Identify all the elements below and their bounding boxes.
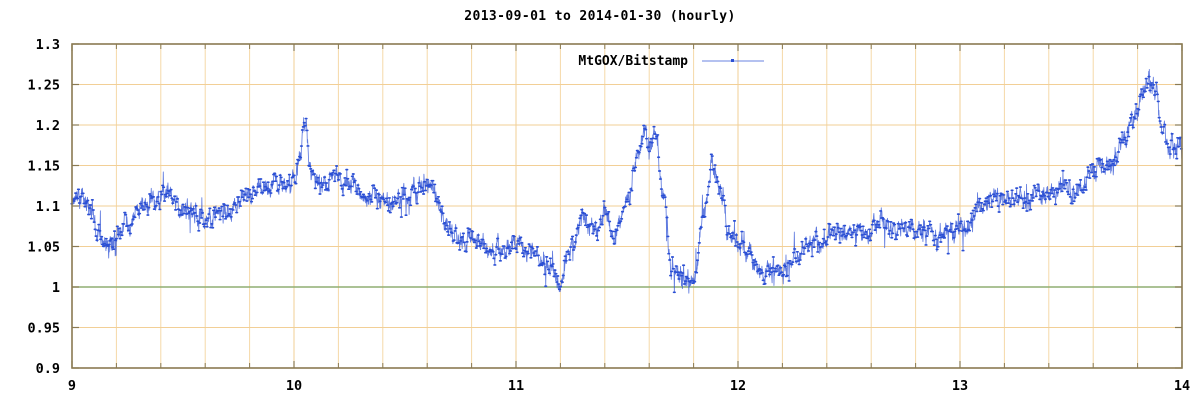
y-axis-tick-label: 1.05 xyxy=(27,240,60,256)
legend-label: MtGOX/Bitstamp xyxy=(578,54,688,69)
x-axis-tick-label: 12 xyxy=(730,378,746,394)
legend-point-sample xyxy=(731,59,734,62)
y-axis-tick-label: 1 xyxy=(52,280,60,296)
y-axis-labels: 0.9 0.95 1 1.05 1.1 1.15 1.2 1.25 1.3 xyxy=(27,37,60,377)
y-axis-tick-label: 1.25 xyxy=(27,78,60,94)
y-axis-tick-label: 1.2 xyxy=(36,118,60,134)
grid-major-layer xyxy=(72,44,1182,368)
chart-title: 2013-09-01 to 2014-01-30 (hourly) xyxy=(464,9,736,24)
y-axis-tick-label: 1.15 xyxy=(27,159,60,175)
x-axis-tick-label: 9 xyxy=(68,378,76,394)
x-axis-tick-label: 11 xyxy=(508,378,524,394)
y-axis-tick-label: 0.9 xyxy=(36,361,60,377)
y-axis-tick-label: 0.95 xyxy=(27,321,60,337)
y-axis-tick-label: 1.1 xyxy=(36,199,60,215)
series-point-markers xyxy=(70,75,1183,294)
x-axis-labels: 9 10 11 12 13 14 xyxy=(68,378,1190,394)
series-line-mtgox-bitstamp xyxy=(71,68,1183,294)
axis-ticks-layer xyxy=(71,43,1183,369)
y-axis-tick-label: 1.3 xyxy=(36,37,60,53)
legend: MtGOX/Bitstamp xyxy=(578,54,764,69)
x-axis-tick-label: 13 xyxy=(952,378,968,394)
x-axis-tick-label: 10 xyxy=(286,378,302,394)
data-series-layer xyxy=(70,68,1183,294)
x-axis-tick-label: 14 xyxy=(1174,378,1190,394)
